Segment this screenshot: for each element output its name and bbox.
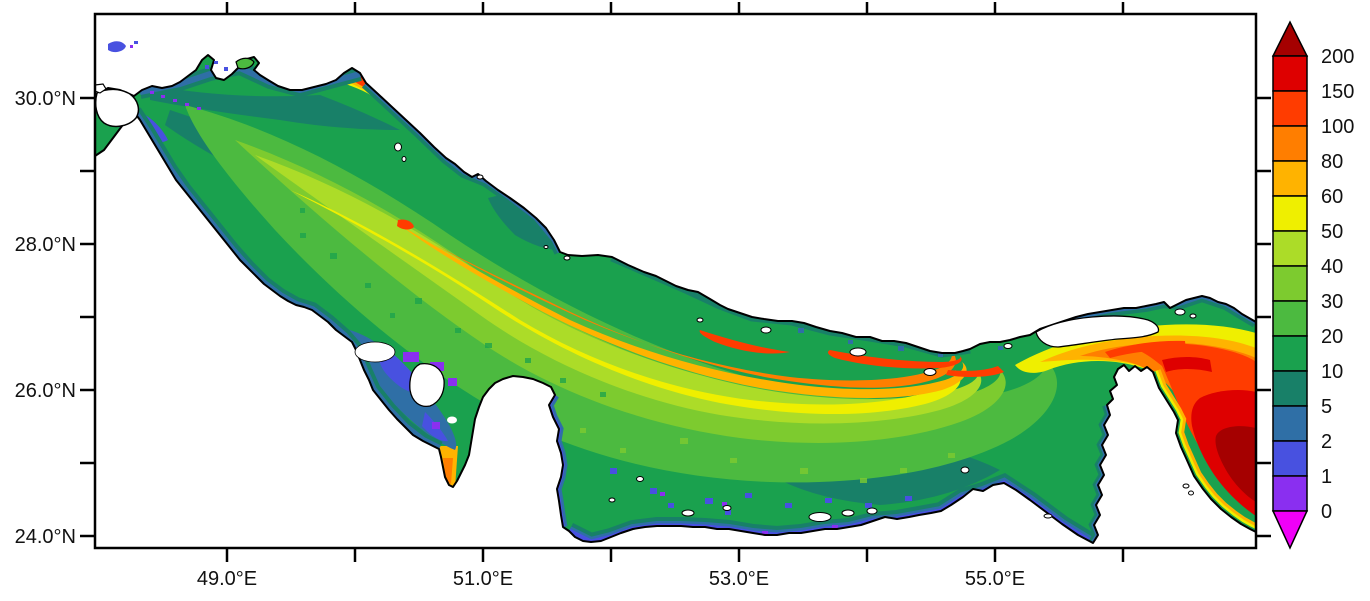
colorbar-label: 100 [1321, 116, 1354, 138]
qeshm-island [1035, 315, 1160, 348]
colorbar-seg-5-10 [1272, 370, 1308, 407]
axis-ticks-top [225, 2, 1125, 14]
colorbar-seg-2-5 [1272, 405, 1308, 442]
axis-ticks-bottom [225, 548, 1125, 562]
x-tick-label: 51.0°E [453, 568, 513, 590]
depth-region-5-10 [488, 195, 560, 250]
colorbar: 200 150 100 80 60 50 40 30 20 10 5 2 1 0 [1271, 20, 1354, 550]
plot-border [93, 12, 1258, 550]
colorbar-label: 0 [1321, 501, 1332, 523]
bay-white-patch [354, 341, 396, 363]
colorbar-label: 1 [1321, 466, 1332, 488]
depth-region-60-80 [400, 225, 967, 399]
colorbar-seg-50-60 [1272, 195, 1308, 232]
y-tick-label: 24.0°N [15, 526, 76, 548]
colorbar-seg-40-50 [1272, 230, 1308, 267]
depth-streak-100-150 [397, 219, 414, 230]
musandam-tip-150-200 [1162, 357, 1212, 372]
colorbar-label: 10 [1321, 361, 1343, 383]
small-islands [394, 142, 1197, 522]
bahrain-island [409, 362, 445, 408]
x-tick-label: 55.0°E [965, 568, 1025, 590]
depth-streak-100-150 [946, 366, 1004, 377]
colorbar-label: 80 [1321, 151, 1343, 173]
oman-region-gt200 [1215, 426, 1256, 502]
colorbar-label: 40 [1321, 256, 1343, 278]
colorbar-seg-100-150 [1272, 90, 1308, 127]
colorbar-label: 30 [1321, 291, 1343, 313]
delta-island [235, 57, 255, 70]
colorbar-label: 200 [1321, 46, 1354, 68]
colorbar-seg-30-40 [1272, 265, 1308, 302]
colorbar-label: 150 [1321, 81, 1354, 103]
axis-ticks-left [80, 96, 95, 538]
x-tick-label: 49.0°E [197, 568, 257, 590]
colorbar-label: 50 [1321, 221, 1343, 243]
salwa-80-100 [443, 458, 453, 484]
y-tick-label: 28.0°N [15, 234, 76, 256]
x-tick-label: 53.0°E [709, 568, 769, 590]
colorbar-label: 20 [1321, 326, 1343, 348]
y-tick-label: 26.0°N [15, 380, 76, 402]
depth-streak-100-150 [827, 350, 962, 369]
kuwait-bay-outline [94, 88, 140, 128]
colorbar-seg-10-20 [1272, 335, 1308, 372]
colorbar-seg-1-2 [1272, 440, 1308, 477]
colorbar-seg-80-100 [1272, 125, 1308, 162]
marsh-patch [108, 41, 126, 53]
colorbar-under-arrow [1271, 510, 1309, 550]
white-patch-qatar-west [447, 416, 457, 424]
colorbar-seg-20-30 [1272, 300, 1308, 337]
y-tick-label: 30.0°N [15, 88, 76, 110]
colorbar-seg-0-1 [1272, 475, 1308, 512]
colorbar-over-arrow [1271, 20, 1309, 57]
depth-region-80-100 [435, 245, 956, 388]
colorbar-label: 5 [1321, 396, 1332, 418]
hormuz-streak-100-150 [1105, 340, 1186, 358]
marsh-speckles [134, 41, 228, 71]
colorbar-seg-60-80 [1272, 160, 1308, 197]
colorbar-label: 2 [1321, 431, 1332, 453]
axis-ticks-right [1256, 96, 1271, 538]
depth-streak-100-150 [699, 330, 790, 354]
colorbar-seg-150-200 [1272, 55, 1308, 92]
colorbar-label: 60 [1321, 186, 1343, 208]
depth-region-5-10 [150, 85, 400, 130]
